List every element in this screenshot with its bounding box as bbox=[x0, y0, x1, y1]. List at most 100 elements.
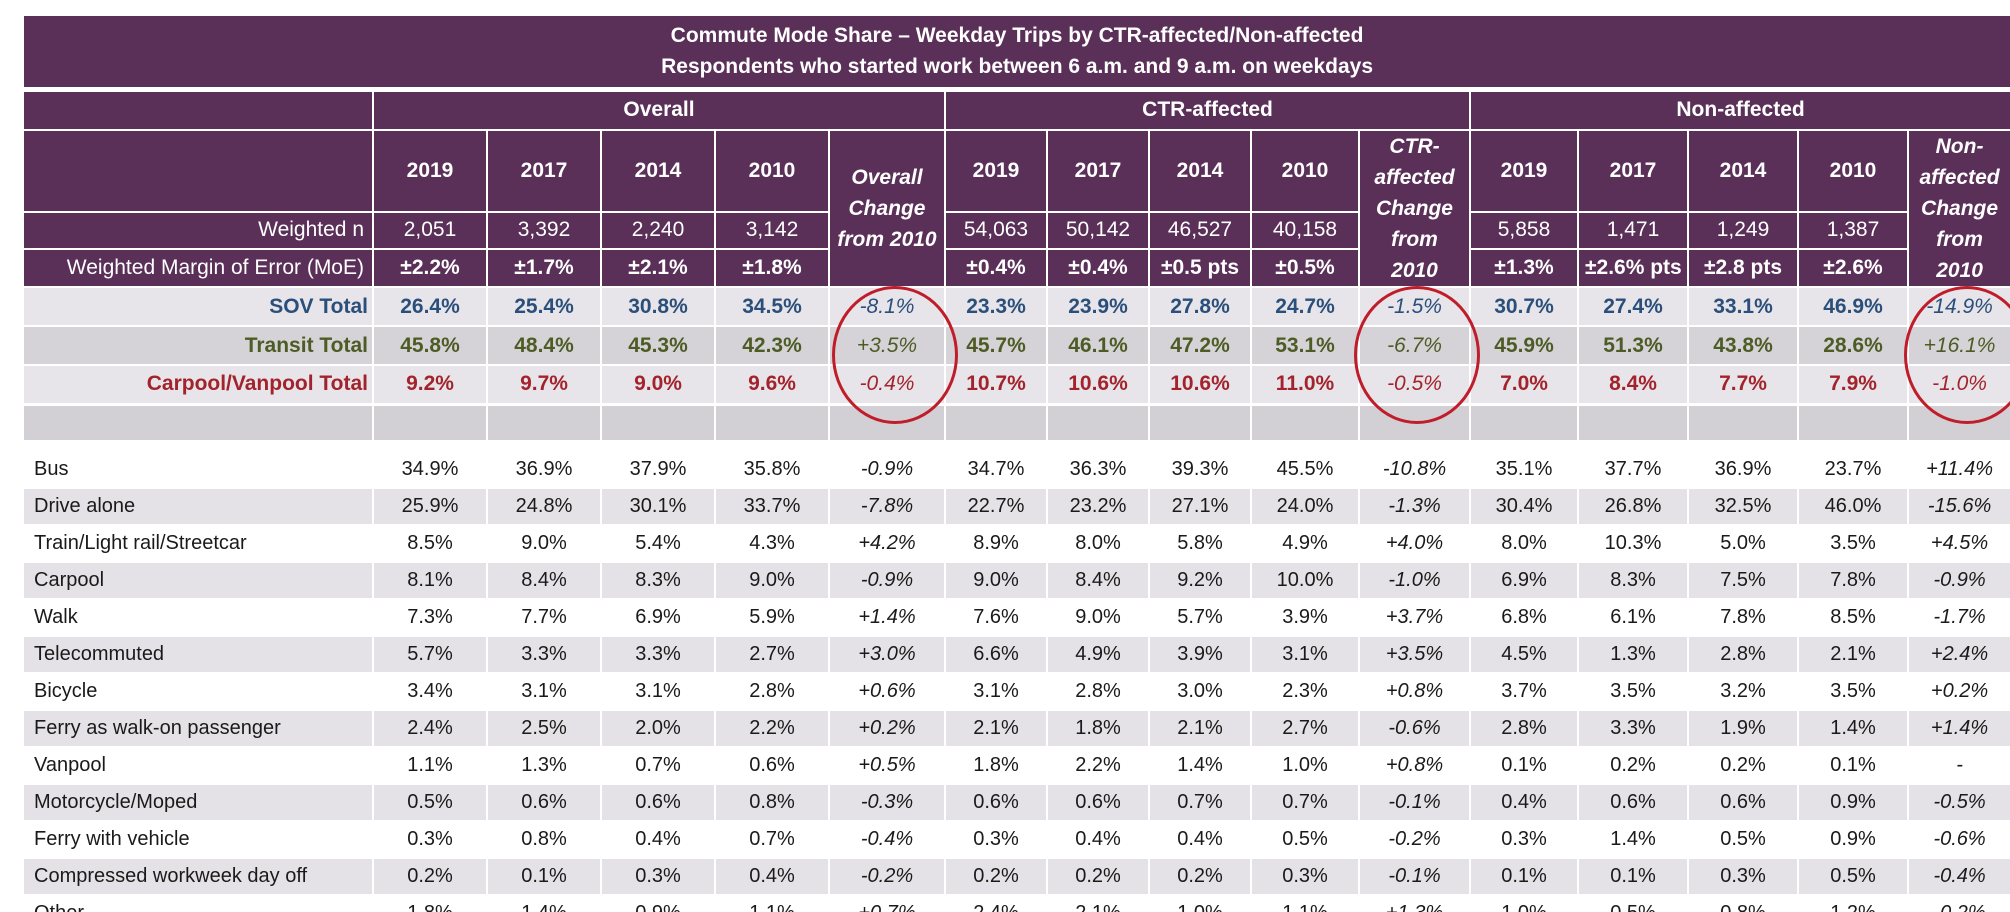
spacer-cell bbox=[714, 402, 830, 442]
ctr-value: 3.1% bbox=[1250, 635, 1360, 674]
ctr-value: 4.9% bbox=[1250, 524, 1360, 563]
non-value: 0.5% bbox=[1687, 820, 1799, 859]
moe-value: ±1.7% bbox=[486, 248, 602, 288]
overall-value: 4.3% bbox=[714, 524, 830, 563]
ctr-value: 2.1% bbox=[1046, 894, 1150, 912]
overall-value: 0.9% bbox=[600, 894, 716, 912]
year-header: 2010 bbox=[1250, 129, 1360, 213]
table-row: Train/Light rail/Streetcar 8.5% 9.0% 5.4% 4.… bbox=[22, 524, 2010, 563]
ctr-value: 27.1% bbox=[1148, 487, 1252, 526]
ctr-value: 46.1% bbox=[1046, 325, 1150, 366]
group-header-ctr: CTR-affected bbox=[944, 88, 1471, 131]
weighted-n-value: 3,392 bbox=[486, 210, 602, 251]
non-value: 0.8% bbox=[1687, 894, 1799, 912]
non-value: 45.9% bbox=[1469, 325, 1579, 366]
non-value: 0.2% bbox=[1687, 746, 1799, 785]
moe-value: ±2.1% bbox=[600, 248, 716, 288]
overall-value: 37.9% bbox=[600, 450, 716, 489]
year-header: 2014 bbox=[600, 129, 716, 213]
spacer-cell bbox=[1797, 402, 1909, 442]
ctr-value: 5.7% bbox=[1148, 598, 1252, 637]
overall-value: 3.3% bbox=[600, 635, 716, 674]
year-header: 2017 bbox=[1046, 129, 1150, 213]
ctr-value: 11.0% bbox=[1250, 364, 1360, 405]
non-value: 43.8% bbox=[1687, 325, 1799, 366]
ctr-change-value: +1.3% bbox=[1358, 894, 1471, 912]
title-line-1: Commute Mode Share – Weekday Trips by CT… bbox=[670, 24, 1364, 48]
non-value: 6.8% bbox=[1469, 598, 1579, 637]
ctr-value: 2.2% bbox=[1046, 746, 1150, 785]
ctr-value: 47.2% bbox=[1148, 325, 1252, 366]
non-change-value: +2.4% bbox=[1906, 635, 2010, 674]
non-change-value: -1.7% bbox=[1906, 598, 2010, 637]
overall-value: 8.5% bbox=[372, 524, 488, 563]
moe-value: ±2.8 pts bbox=[1687, 248, 1799, 288]
overall-change-value: -0.2% bbox=[828, 857, 946, 896]
weighted-n-label: Weighted n bbox=[22, 210, 374, 251]
ctr-change-value: +0.8% bbox=[1358, 672, 1471, 711]
overall-value: 34.5% bbox=[714, 286, 830, 327]
non-value: 1.0% bbox=[1469, 894, 1579, 912]
year-header-blank bbox=[22, 129, 374, 213]
non-value: 0.5% bbox=[1797, 857, 1909, 896]
weighted-n-value: 1,249 bbox=[1687, 210, 1799, 251]
non-value: 23.7% bbox=[1797, 450, 1909, 489]
overall-value: 8.1% bbox=[372, 561, 488, 600]
table-row: Bicycle 3.4% 3.1% 3.1% 2.8% +0.6% 3.1% 2.8% 3.0%… bbox=[22, 672, 2010, 711]
ctr-value: 0.2% bbox=[1046, 857, 1150, 896]
table-row: Vanpool 1.1% 1.3% 0.7% 0.6% +0.5% 1.8% 2.2% 1.4%… bbox=[22, 746, 2010, 785]
ctr-value: 24.0% bbox=[1250, 487, 1360, 526]
non-value: 5.0% bbox=[1687, 524, 1799, 563]
overall-value: 33.7% bbox=[714, 487, 830, 526]
overall-value: 2.2% bbox=[714, 709, 830, 748]
spacer-cell bbox=[486, 402, 602, 442]
spacer-cell bbox=[1469, 402, 1579, 442]
ctr-value: 4.9% bbox=[1046, 635, 1150, 674]
overall-value: 25.4% bbox=[486, 286, 602, 327]
weighted-n-value: 46,527 bbox=[1148, 210, 1252, 251]
ctr-value: 10.6% bbox=[1046, 364, 1150, 405]
non-value: 0.1% bbox=[1797, 746, 1909, 785]
table-row: Motorcycle/Moped 0.5% 0.6% 0.6% 0.8% -0.3% 0.6… bbox=[22, 783, 2010, 822]
table-row: Carpool 8.1% 8.4% 8.3% 9.0% -0.9% 9.0% 8.4% 9.2%… bbox=[22, 561, 2010, 600]
non-change-value: -0.6% bbox=[1906, 820, 2010, 859]
group-header-non: Non-affected bbox=[1468, 88, 2010, 131]
ctr-value: 9.0% bbox=[1046, 598, 1150, 637]
ctr-change-value: -1.0% bbox=[1358, 561, 1471, 600]
ctr-value: 2.8% bbox=[1046, 672, 1150, 711]
overall-change-value: +0.5% bbox=[828, 746, 946, 785]
non-value: 0.9% bbox=[1797, 820, 1909, 859]
overall-value: 45.3% bbox=[600, 325, 716, 366]
non-value: 4.5% bbox=[1469, 635, 1579, 674]
weighted-n-value: 50,142 bbox=[1046, 210, 1150, 251]
overall-value: 0.4% bbox=[600, 820, 716, 859]
row-label: Compressed workweek day off bbox=[22, 857, 374, 896]
moe-value: ±0.5% bbox=[1250, 248, 1360, 288]
table-row: Bus 34.9% 36.9% 37.9% 35.8% -0.9% 34.7% 36.3% 39… bbox=[22, 450, 2010, 489]
ctr-value: 22.7% bbox=[944, 487, 1048, 526]
table-row: Walk 7.3% 7.7% 6.9% 5.9% +1.4% 7.6% 9.0% 5.7% 3.9… bbox=[22, 598, 2010, 637]
overall-change-value: -0.3% bbox=[828, 783, 946, 822]
moe-value: ±0.4% bbox=[1046, 248, 1150, 288]
non-change-value: -0.9% bbox=[1906, 561, 2010, 600]
overall-value: 2.8% bbox=[714, 672, 830, 711]
overall-value: 8.3% bbox=[600, 561, 716, 600]
ctr-value: 1.0% bbox=[1250, 746, 1360, 785]
ctr-value: 2.7% bbox=[1250, 709, 1360, 748]
non-value: 3.3% bbox=[1577, 709, 1689, 748]
non-change-value: +11.4% bbox=[1906, 450, 2010, 489]
non-value: 30.7% bbox=[1469, 286, 1579, 327]
overall-value: 0.7% bbox=[714, 820, 830, 859]
ctr-value: 10.7% bbox=[944, 364, 1048, 405]
non-value: 28.6% bbox=[1797, 325, 1909, 366]
ctr-change-value: -0.1% bbox=[1358, 857, 1471, 896]
row-label: Train/Light rail/Streetcar bbox=[22, 524, 374, 563]
overall-change-value: +0.6% bbox=[828, 672, 946, 711]
non-value: 7.8% bbox=[1797, 561, 1909, 600]
table-row: Drive alone 25.9% 24.8% 30.1% 33.7% -7.8% 22.7… bbox=[22, 487, 2010, 526]
overall-value: 0.1% bbox=[486, 857, 602, 896]
ctr-value: 1.8% bbox=[1046, 709, 1150, 748]
moe-value: ±1.8% bbox=[714, 248, 830, 288]
non-value: 26.8% bbox=[1577, 487, 1689, 526]
non-value: 0.4% bbox=[1469, 783, 1579, 822]
